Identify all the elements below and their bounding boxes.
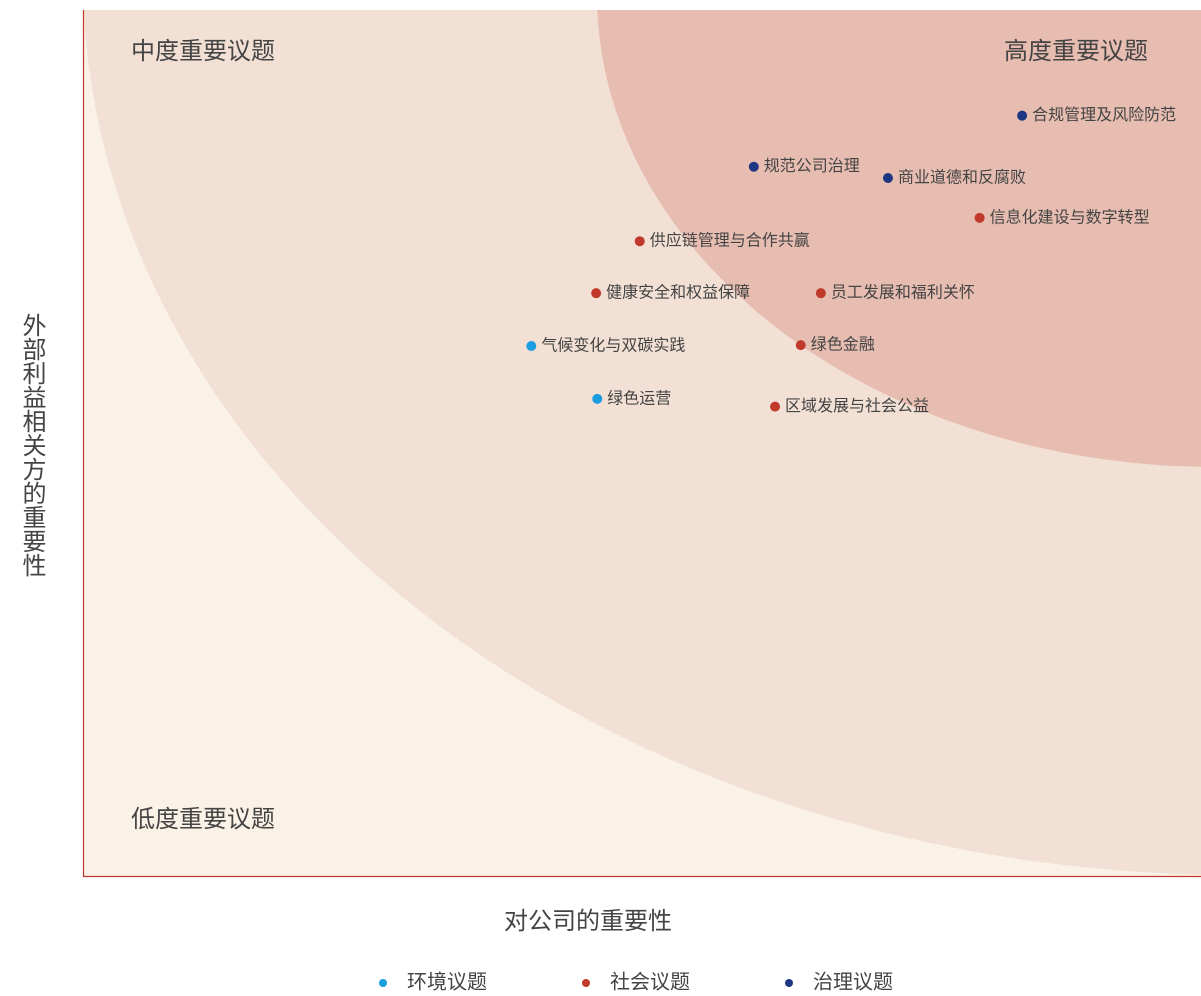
point-label: 区域发展与社会公益 [785,396,929,415]
point-label: 绿色金融 [811,335,875,354]
point [882,173,893,184]
axes [82,10,1201,878]
point [634,236,645,247]
y-axis-label: 外部利益相关方的重要性 [18,313,46,577]
point-label: 气候变化与双碳实践 [541,336,685,355]
point-label: 合规管理及风险防范 [1032,105,1176,124]
zone-label: 高度重要议题 [1004,37,1148,65]
point [1017,110,1028,121]
legend-marker [785,979,793,987]
zone-label: 中度重要议题 [131,37,275,65]
zone-label: 低度重要议题 [131,805,275,833]
point-label: 信息化建设与数字转型 [990,207,1150,226]
point-label: 规范公司治理 [764,156,860,175]
point [770,401,781,412]
point-label: 供应链管理与合作共赢 [650,231,810,250]
point [591,288,602,299]
point [526,341,537,352]
point-label: 绿色运营 [607,388,671,407]
x-axis-label: 对公司的重要性 [504,907,672,935]
point [795,340,806,351]
point-label: 员工发展和福利关怀 [831,283,975,302]
legend-label: 环境议题 [407,970,487,994]
legend-label: 治理议题 [813,970,893,994]
legend-marker [582,979,590,987]
point-label: 健康安全和权益保障 [606,283,750,302]
high-zone [597,10,1201,467]
legend-label: 社会议题 [610,970,690,994]
point [815,288,826,299]
point [592,393,603,404]
legend-marker [379,979,387,987]
point [748,161,759,172]
point [974,212,985,223]
point-label: 商业道德和反腐败 [898,168,1026,187]
